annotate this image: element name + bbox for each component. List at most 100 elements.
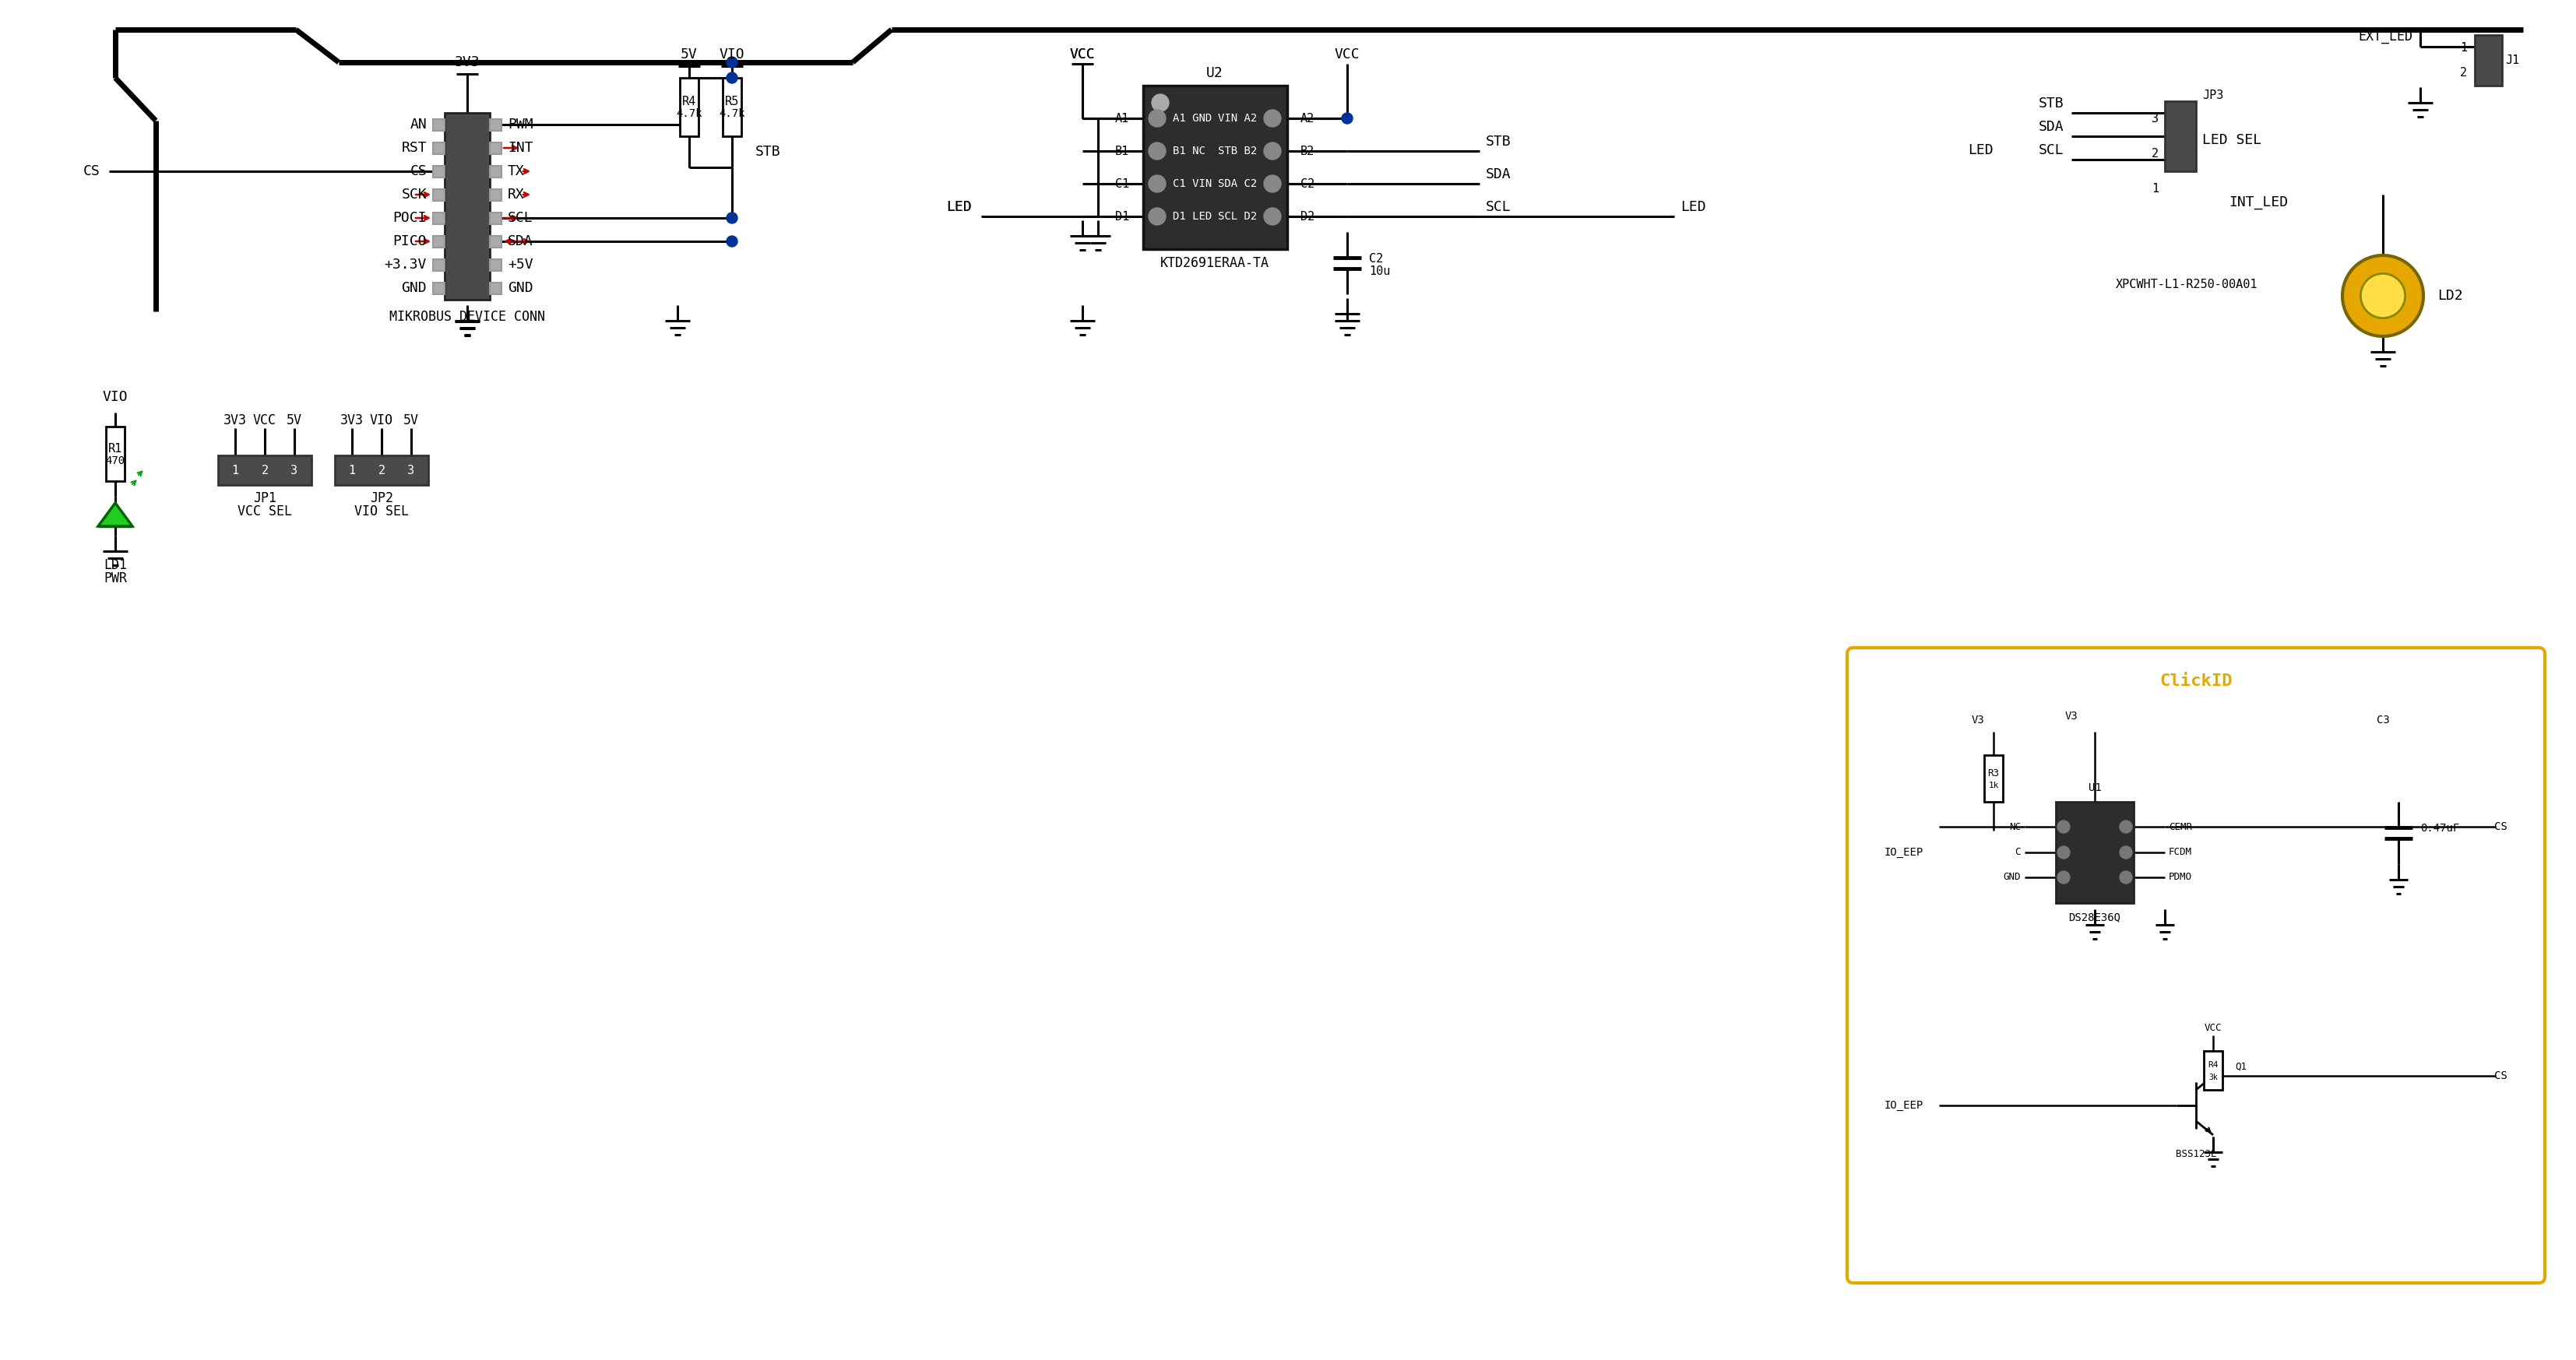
Text: 1: 1 <box>2151 182 2159 194</box>
Bar <box>106 427 124 481</box>
Text: VIN A2: VIN A2 <box>1218 113 1257 124</box>
Bar <box>335 456 428 486</box>
Text: C2: C2 <box>1301 178 1314 189</box>
Text: 1: 1 <box>232 464 240 476</box>
Text: R4: R4 <box>683 95 696 107</box>
Text: PWR: PWR <box>103 571 126 585</box>
Text: CS: CS <box>2494 821 2506 832</box>
Text: C: C <box>2014 847 2020 858</box>
Bar <box>724 78 742 136</box>
Bar <box>489 166 502 178</box>
Text: IO_EEP: IO_EEP <box>1886 1100 1924 1111</box>
Circle shape <box>2342 256 2424 336</box>
Text: J1: J1 <box>2504 54 2519 65</box>
Text: STB: STB <box>755 144 781 159</box>
Text: 5V: 5V <box>404 413 420 427</box>
Bar <box>489 120 502 131</box>
Text: 5V: 5V <box>680 48 698 61</box>
Text: LED: LED <box>1968 143 1994 158</box>
Bar <box>433 212 446 224</box>
Text: 3: 3 <box>407 464 415 476</box>
Circle shape <box>1265 110 1280 126</box>
Text: SCL D2: SCL D2 <box>1218 211 1257 222</box>
Text: V3: V3 <box>1971 714 1984 725</box>
Bar <box>2205 1051 2223 1089</box>
Text: B1 NC: B1 NC <box>1172 146 1206 156</box>
Text: SDA: SDA <box>507 234 533 249</box>
Text: DS28E36Q: DS28E36Q <box>2069 911 2120 922</box>
Text: U2: U2 <box>1206 67 1224 80</box>
Text: POCI: POCI <box>394 211 428 224</box>
Bar <box>433 283 446 294</box>
Text: JP3: JP3 <box>2202 90 2223 101</box>
Text: SCL: SCL <box>507 211 533 224</box>
Text: V3: V3 <box>2066 711 2079 722</box>
Bar <box>2476 35 2501 86</box>
Text: VIO: VIO <box>719 48 744 61</box>
Text: +3.3V: +3.3V <box>384 257 428 272</box>
Text: STB B2: STB B2 <box>1218 146 1257 156</box>
Text: 5V: 5V <box>286 413 301 427</box>
Text: LD1: LD1 <box>103 558 126 573</box>
Text: INT: INT <box>507 141 533 155</box>
Text: 3k: 3k <box>2208 1073 2218 1081</box>
Text: VCC: VCC <box>1069 48 1095 61</box>
Text: AN: AN <box>410 117 428 132</box>
Text: A2: A2 <box>1301 113 1314 124</box>
Text: D1 LED: D1 LED <box>1172 211 1211 222</box>
Text: C2: C2 <box>1368 253 1383 264</box>
Text: EXT_LED: EXT_LED <box>2357 30 2414 44</box>
Text: 3: 3 <box>2151 113 2159 124</box>
Circle shape <box>2120 872 2133 884</box>
Text: 4.7k: 4.7k <box>719 109 744 120</box>
Text: NC: NC <box>2009 821 2020 832</box>
Text: 3V3: 3V3 <box>224 413 247 427</box>
Text: 1: 1 <box>348 464 355 476</box>
Circle shape <box>726 72 737 83</box>
Bar <box>433 235 446 248</box>
Text: 3V3: 3V3 <box>453 56 479 69</box>
Text: 1: 1 <box>2460 42 2468 53</box>
Circle shape <box>2058 820 2071 832</box>
Text: VCC: VCC <box>2205 1023 2223 1032</box>
Circle shape <box>1149 208 1167 224</box>
Text: R3: R3 <box>1989 768 1999 778</box>
Text: B2: B2 <box>1301 146 1314 156</box>
Text: 2: 2 <box>260 464 268 476</box>
Text: D1: D1 <box>1115 211 1128 222</box>
Text: C1: C1 <box>1115 178 1128 189</box>
Polygon shape <box>98 503 131 526</box>
Text: CS: CS <box>2494 1070 2506 1081</box>
Text: LED SEL: LED SEL <box>2202 133 2262 147</box>
Text: GND: GND <box>402 282 428 295</box>
Text: VIO: VIO <box>103 390 129 404</box>
Text: 2: 2 <box>379 464 386 476</box>
Text: SDA: SDA <box>1486 167 1512 181</box>
Bar <box>489 212 502 224</box>
Text: RX: RX <box>507 188 526 201</box>
Text: 2: 2 <box>2460 67 2468 79</box>
Text: PWM: PWM <box>507 117 533 132</box>
Bar <box>489 283 502 294</box>
Text: SDA C2: SDA C2 <box>1218 178 1257 189</box>
Circle shape <box>726 235 737 246</box>
Text: BSS123L: BSS123L <box>2177 1149 2215 1159</box>
Bar <box>433 120 446 131</box>
Text: +5V: +5V <box>507 257 533 272</box>
Text: D2: D2 <box>1301 211 1314 222</box>
Text: VCC: VCC <box>1334 48 1360 61</box>
Text: VCC: VCC <box>1069 48 1095 61</box>
Text: CEMR: CEMR <box>2169 821 2192 832</box>
Text: R5: R5 <box>724 95 739 107</box>
Text: CS: CS <box>82 165 100 178</box>
Circle shape <box>2120 820 2133 832</box>
Bar <box>433 260 446 271</box>
Text: VCC: VCC <box>252 413 276 427</box>
Text: JP2: JP2 <box>371 491 394 505</box>
Text: GND: GND <box>507 282 533 295</box>
Bar <box>446 113 489 299</box>
Circle shape <box>1265 143 1280 159</box>
Text: VIO: VIO <box>371 413 394 427</box>
Text: A1: A1 <box>1115 113 1128 124</box>
Circle shape <box>2360 273 2406 318</box>
